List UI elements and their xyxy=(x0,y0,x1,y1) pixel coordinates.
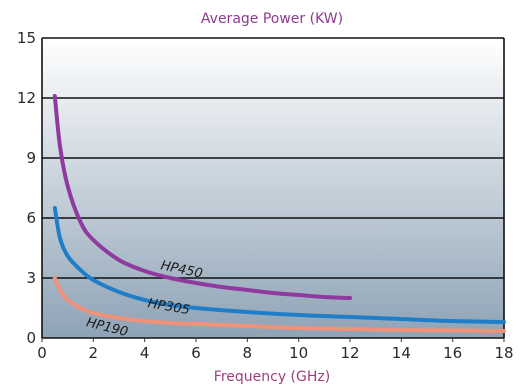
series-line-hp305 xyxy=(52,206,506,324)
x-tick-label-16: 16 xyxy=(443,344,462,362)
y-tick-label-15: 15 xyxy=(17,29,36,47)
x-tick-label-10: 10 xyxy=(289,344,308,362)
x-tick-label-2: 2 xyxy=(89,344,99,362)
x-tick-label-18: 18 xyxy=(494,344,513,362)
x-axis-label: Frequency (GHz) xyxy=(214,369,330,385)
y-tick-label-9: 9 xyxy=(26,149,36,167)
y-tick-label-0: 0 xyxy=(26,329,36,347)
series-layer xyxy=(52,94,506,333)
x-tick-label-6: 6 xyxy=(191,344,201,362)
y-tick-label-6: 6 xyxy=(26,209,36,227)
y-tick-label-12: 12 xyxy=(17,89,36,107)
x-tick-label-8: 8 xyxy=(243,344,253,362)
chart-title: Average Power (KW) xyxy=(201,11,343,27)
y-tick-label-3: 3 xyxy=(26,269,36,287)
x-tick-label-14: 14 xyxy=(392,344,411,362)
grid-lines xyxy=(41,37,505,339)
x-axis-ticks: 0 2 4 6 8 10 12 14 16 18 xyxy=(37,338,514,362)
y-axis-ticks: 0 3 6 9 12 15 xyxy=(17,29,36,347)
series-line-hp450 xyxy=(52,94,352,300)
x-tick-label-4: 4 xyxy=(140,344,150,362)
x-tick-label-12: 12 xyxy=(340,344,359,362)
x-tick-label-0: 0 xyxy=(37,344,47,362)
series-line-hp190 xyxy=(52,276,506,333)
series-label-hp305: HP305 xyxy=(147,296,191,318)
plot-area xyxy=(42,38,504,338)
